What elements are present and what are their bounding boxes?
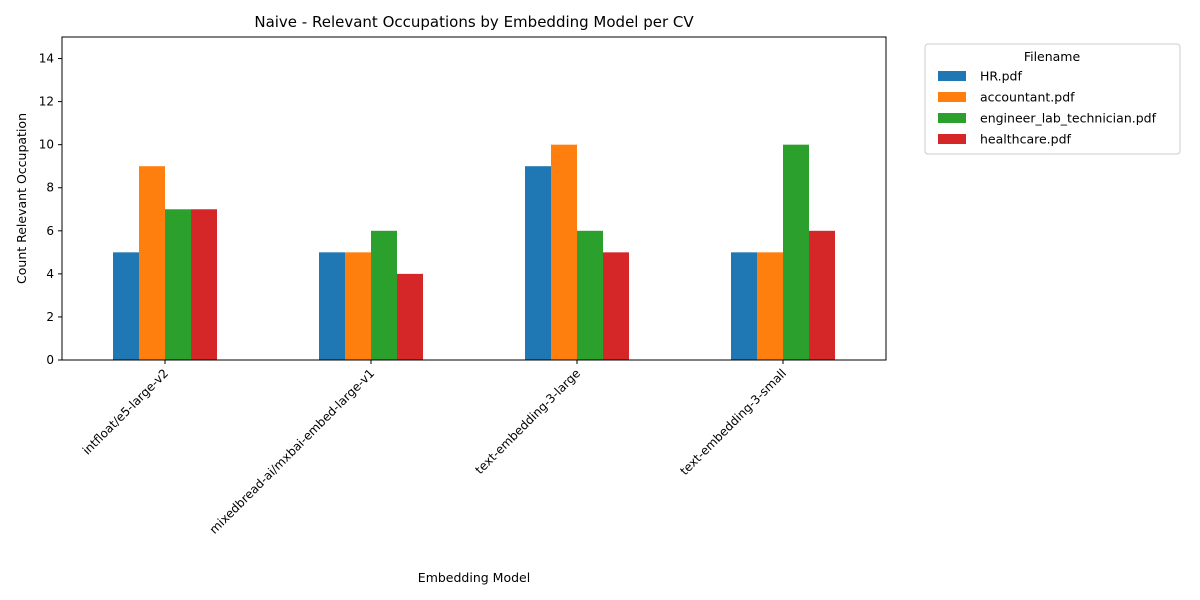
y-tick-label: 2 xyxy=(46,310,54,324)
bar-healthcare-pdf-3 xyxy=(809,230,835,360)
bar-engineer-lab-technician-pdf-0 xyxy=(165,209,191,360)
bars-group xyxy=(113,144,835,360)
y-tick-label: 8 xyxy=(46,181,54,195)
legend: Filename HR.pdf accountant.pdf engineer_la… xyxy=(924,43,1181,155)
legend-entry: accountant.pdf xyxy=(980,90,1075,105)
bar-accountant-pdf-0 xyxy=(139,166,165,360)
legend-entry: engineer_lab_technician.pdf xyxy=(980,111,1157,126)
legend-swatch xyxy=(938,92,966,102)
bar-healthcare-pdf-1 xyxy=(397,273,423,360)
x-axis: intfloat/e5-large-v2 mixedbread-ai/mxbai-… xyxy=(80,360,789,537)
bar-engineer-lab-technician-pdf-1 xyxy=(371,230,397,360)
x-tick-label: mixedbread-ai/mxbai-embed-large-v1 xyxy=(207,366,377,536)
bar-hr-pdf-0 xyxy=(113,252,139,360)
y-axis: 0 2 4 6 8 10 12 14 xyxy=(39,52,62,367)
bar-hr-pdf-1 xyxy=(319,252,345,360)
bar-accountant-pdf-1 xyxy=(345,252,371,360)
y-tick-label: 12 xyxy=(39,95,54,109)
x-tick-label: text-embedding-3-small xyxy=(677,366,789,478)
legend-swatch xyxy=(938,134,966,144)
chart-title: Naive - Relevant Occupations by Embeddin… xyxy=(254,13,694,31)
bar-engineer-lab-technician-pdf-2 xyxy=(577,230,603,360)
y-axis-label: Count Relevant Occupation xyxy=(14,113,29,284)
legend-frame xyxy=(924,43,1181,155)
y-tick-label: 10 xyxy=(39,138,54,152)
legend-swatch xyxy=(938,71,966,81)
bar-accountant-pdf-2 xyxy=(551,144,577,360)
bar-hr-pdf-2 xyxy=(525,166,551,360)
y-tick-label: 6 xyxy=(46,224,54,238)
y-tick-label: 14 xyxy=(39,52,54,66)
x-tick-label: text-embedding-3-large xyxy=(472,366,583,477)
bar-healthcare-pdf-2 xyxy=(603,252,629,360)
legend-entry: HR.pdf xyxy=(980,69,1022,84)
bar-hr-pdf-3 xyxy=(731,252,757,360)
y-tick-label: 4 xyxy=(46,267,54,281)
x-tick-label: intfloat/e5-large-v2 xyxy=(80,366,171,457)
legend-title: Filename xyxy=(1024,49,1081,64)
bar-engineer-lab-technician-pdf-3 xyxy=(783,144,809,360)
bar-accountant-pdf-3 xyxy=(757,252,783,360)
legend-entry: healthcare.pdf xyxy=(980,132,1071,147)
legend-swatch xyxy=(938,113,966,123)
plot-frame xyxy=(61,36,887,361)
x-axis-label: Embedding Model xyxy=(418,570,530,585)
y-tick-label: 0 xyxy=(46,353,54,367)
bar-healthcare-pdf-0 xyxy=(191,209,217,360)
